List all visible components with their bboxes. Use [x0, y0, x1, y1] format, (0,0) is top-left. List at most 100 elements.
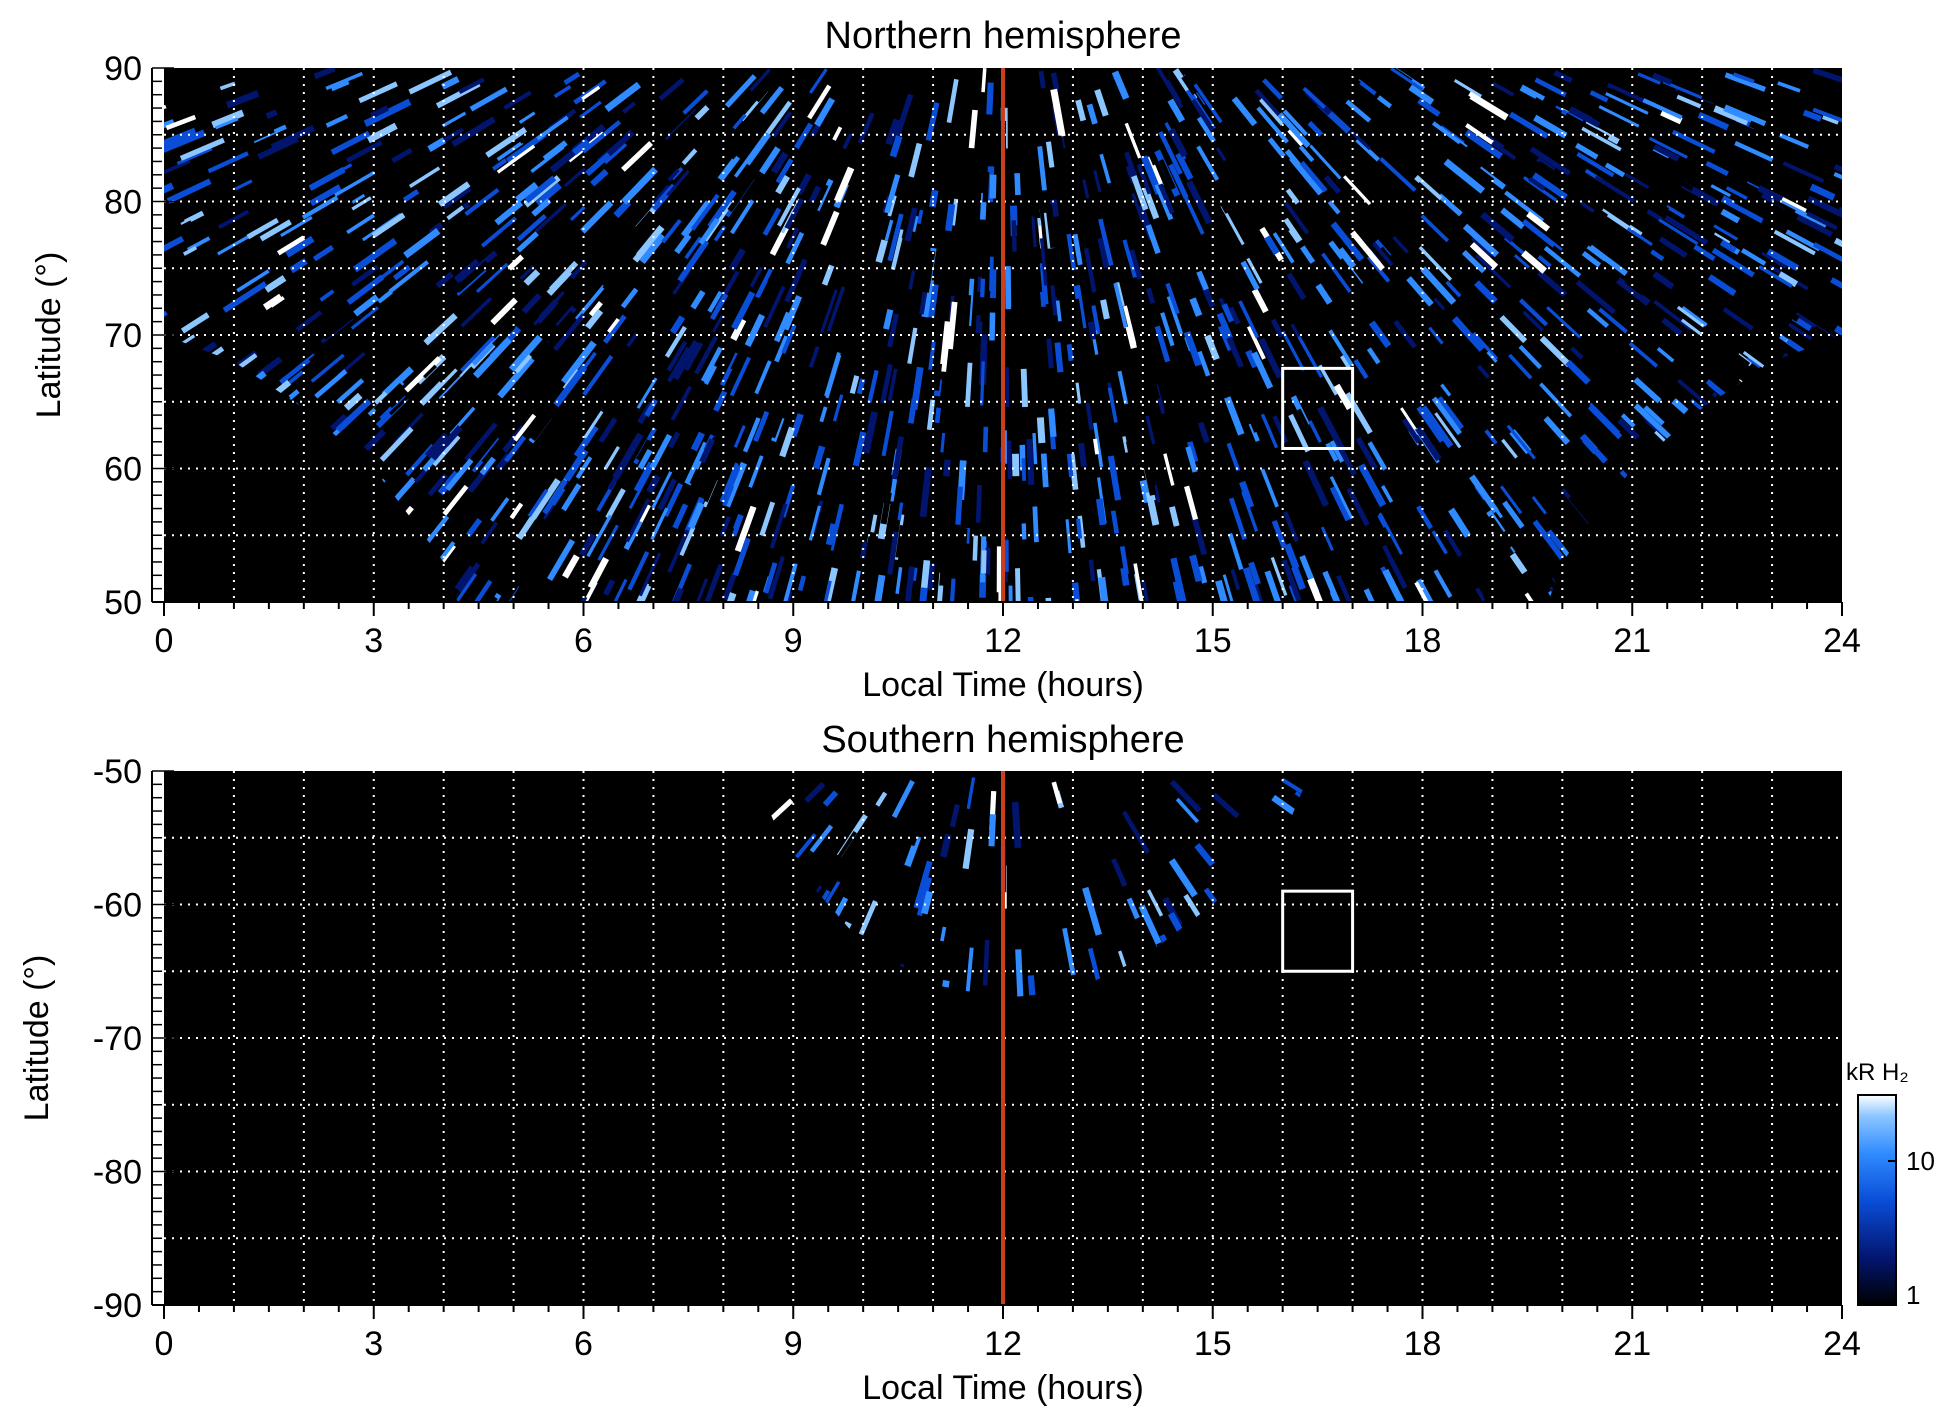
north-intensity-streak: [1081, 446, 1083, 464]
north-xlabel: Local Time (hours): [862, 666, 1144, 704]
north-intensity-streak: [1044, 456, 1046, 484]
north-intensity-streak: [1114, 513, 1117, 531]
north-intensity-streak: [1149, 291, 1152, 301]
north-intensity-streak: [1045, 491, 1047, 520]
north-intensity-streak: [1041, 74, 1043, 86]
north-intensity-streak: [1041, 349, 1042, 369]
north-intensity-streak: [1043, 294, 1044, 304]
north-ylabel: Latitude (°): [30, 252, 68, 419]
north-intensity-streak: [929, 402, 932, 427]
north-intensity-streak: [1100, 502, 1103, 522]
south-y-tick-label: -50: [93, 753, 142, 791]
north-intensity-streak: [991, 259, 992, 290]
south-x-tick-label: 9: [784, 1325, 803, 1363]
north-intensity-streak: [979, 318, 980, 330]
north-intensity-streak: [1058, 302, 1060, 319]
colorbar-scale: [1858, 1095, 1896, 1305]
north-intensity-streak: [695, 436, 700, 447]
north-intensity-streak: [989, 86, 990, 112]
north-intensity-streak: [863, 544, 865, 555]
north-intensity-streak: [760, 572, 765, 588]
north-intensity-streak: [727, 596, 732, 610]
north-intensity-streak: [984, 109, 985, 123]
north-intensity-streak: [942, 572, 943, 583]
north-intensity-streak: [1194, 302, 1198, 313]
south-intensity-streak: [1045, 1303, 1047, 1328]
north-intensity-streak: [1034, 435, 1035, 463]
north-x-tick-label: 9: [784, 622, 803, 660]
north-intensity-streak: [817, 449, 822, 465]
north-intensity-streak: [942, 435, 944, 451]
north-intensity-streak: [972, 113, 975, 145]
north-x-tick-label: 6: [574, 622, 593, 660]
north-intensity-streak: [445, 80, 455, 85]
north-intensity-streak: [1807, 114, 1818, 118]
north-intensity-streak: [949, 208, 952, 228]
north-intensity-streak: [985, 429, 986, 450]
north-x-tick-label: 3: [364, 622, 383, 660]
north-intensity-streak: [873, 517, 875, 531]
south-intensity-streak: [1033, 851, 1037, 883]
south-y-tick-label: -90: [93, 1287, 142, 1325]
north-intensity-streak: [930, 566, 932, 587]
south-intensity-streak: [145, 1098, 165, 1110]
colorbar-tick-10: 10: [1906, 1146, 1935, 1176]
north-intensity-streak: [1144, 484, 1147, 499]
north-intensity-streak: [982, 281, 983, 295]
north-intensity-streak: [1193, 559, 1198, 578]
north-intensity-streak: [922, 293, 925, 312]
north-intensity-streak: [982, 363, 983, 404]
north-x-tick-label: 18: [1404, 622, 1442, 660]
colorbar-tick-1: 1: [1906, 1280, 1920, 1310]
south-ylabel: Latitude (°): [18, 955, 56, 1122]
north-intensity-streak: [1104, 303, 1107, 316]
north-intensity-streak: [1058, 346, 1060, 370]
south-intensity-streak: [942, 929, 944, 940]
north-x-tick-label: 12: [984, 622, 1022, 660]
north-intensity-streak: [1049, 341, 1051, 366]
north-intensity-streak: [1033, 218, 1035, 245]
north-intensity-streak: [983, 70, 984, 90]
north-intensity-streak: [1017, 176, 1018, 192]
north-intensity-streak: [1054, 75, 1056, 86]
north-intensity-streak: [979, 279, 980, 290]
south-intensity-streak: [992, 817, 993, 843]
north-intensity-streak: [1099, 383, 1101, 398]
north-intensity-streak: [531, 568, 537, 577]
south-y-tick-label: -80: [93, 1154, 142, 1192]
north-intensity-streak: [965, 298, 967, 332]
north-intensity-streak: [897, 288, 901, 307]
north-intensity-streak: [985, 174, 986, 199]
north-intensity-streak: [915, 569, 916, 579]
north-intensity-streak: [1841, 209, 1869, 223]
south-y-tick-label: -60: [93, 887, 142, 925]
north-intensity-streak: [1049, 144, 1052, 165]
south-intensity-streak: [985, 942, 987, 983]
north-intensity-streak: [1841, 505, 1870, 529]
north-intensity-streak: [726, 530, 730, 540]
north-intensity-streak: [860, 381, 862, 391]
north-intensity-streak: [1020, 229, 1021, 253]
north-intensity-streak: [951, 581, 953, 619]
north-intensity-streak: [1069, 347, 1070, 359]
north-intensity-streak: [1023, 460, 1024, 479]
north-y-tick-label: 70: [104, 317, 142, 355]
north-x-tick-label: 15: [1194, 622, 1232, 660]
north-intensity-streak: [1095, 441, 1097, 452]
north-intensity-streak: [1091, 562, 1093, 579]
north-y-tick-label: 50: [104, 584, 142, 622]
north-intensity-streak: [853, 378, 856, 391]
north-intensity-streak: [1806, 602, 1825, 620]
north-intensity-streak: [968, 365, 970, 404]
north-intensity-streak: [978, 487, 979, 520]
north-intensity-streak: [1173, 510, 1176, 524]
north-intensity-streak: [962, 532, 964, 573]
north-intensity-streak: [1051, 412, 1053, 434]
south-x-tick-label: 3: [364, 1325, 383, 1363]
south-intensity-streak: [1840, 922, 1876, 936]
south-y-tick-label: -70: [93, 1020, 142, 1058]
south-x-tick-label: 24: [1823, 1325, 1861, 1363]
north-intensity-streak: [880, 244, 884, 259]
